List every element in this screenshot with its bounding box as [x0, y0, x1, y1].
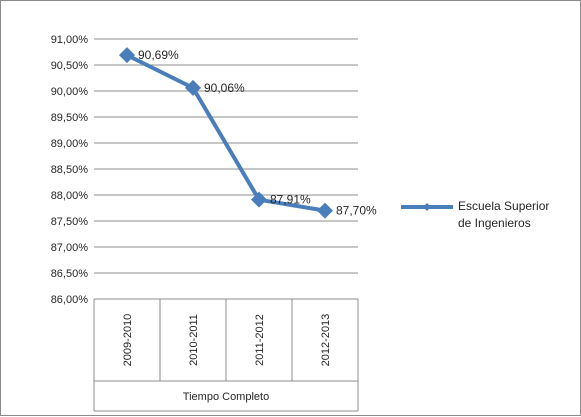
data-point [251, 191, 267, 208]
legend-label: Escuela Superior [458, 199, 549, 213]
y-axis-tick-labels: 91,00% 90,50% 90,00% 89,50% 89,00% 88,50% 88,0… [51, 34, 89, 306]
y-tick-label: 87,00% [51, 242, 89, 254]
legend-marker [423, 203, 431, 211]
gridlines [94, 38, 358, 300]
data-point [317, 202, 333, 219]
y-tick-label: 87,50% [51, 216, 89, 228]
data-point [185, 79, 201, 96]
data-point [119, 47, 135, 64]
data-label: 87,91% [270, 193, 311, 207]
series-line [126, 53, 326, 213]
x-axis: 2009-2010 2010-2011 2011-2012 2012-2013 Tiem… [93, 299, 359, 412]
y-tick-label: 88,50% [51, 164, 89, 176]
y-tick-label: 88,00% [51, 190, 89, 202]
x-tick-label: 2009-2010 [122, 314, 134, 367]
legend: Escuela Superior de Ingenieros [401, 199, 549, 230]
x-tick-label: 2010-2011 [188, 314, 200, 366]
y-tick-label: 90,50% [51, 60, 89, 72]
y-tick-label: 86,50% [51, 268, 89, 280]
x-group-label: Tiempo Completo [183, 391, 269, 403]
y-tick-label: 90,00% [51, 86, 89, 98]
y-tick-label: 89,50% [51, 112, 89, 124]
data-label: 90,69% [138, 48, 179, 62]
x-tick-label: 2011-2012 [254, 314, 266, 366]
y-tick-label: 89,00% [51, 138, 89, 150]
data-label: 90,06% [204, 81, 245, 95]
data-label: 87,70% [336, 204, 377, 218]
y-tick-label: 86,00% [51, 294, 89, 306]
legend-label: de Ingenieros [458, 216, 531, 230]
y-tick-label: 91,00% [51, 34, 89, 46]
x-tick-label: 2012-2013 [320, 314, 332, 367]
series-layer [119, 47, 333, 219]
data-labels: 90,69% 90,06% 87,91% 87,70% [138, 48, 377, 217]
